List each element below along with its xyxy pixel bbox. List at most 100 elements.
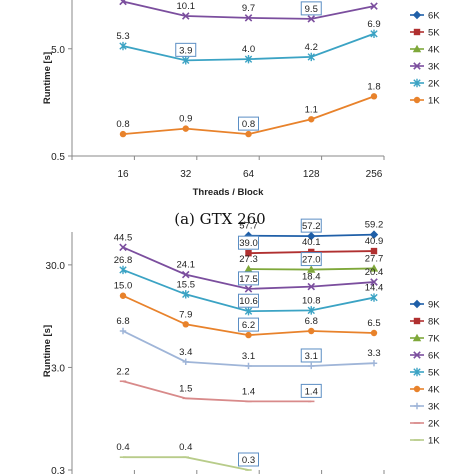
data-point [244, 54, 253, 64]
highlight-box [300, 252, 322, 267]
series-6k: 44.5 24.1 17.5 18.4 20.4 [114, 232, 384, 293]
highlight-box [300, 218, 322, 233]
data-label: 6.9 [367, 19, 380, 30]
data-point [308, 327, 315, 335]
data-label: 0.8 [116, 119, 129, 130]
data-point [370, 247, 378, 255]
highlight-box [238, 293, 259, 308]
highlight-box [175, 42, 197, 57]
highlight-box [238, 317, 259, 332]
highlight-box [238, 452, 259, 467]
data-label: 10.8 [302, 295, 321, 306]
data-label: 0.8 [242, 119, 255, 130]
legend-marker [413, 402, 421, 410]
data-point [369, 230, 379, 239]
data-point [307, 15, 316, 23]
data-label: 6.5 [367, 318, 380, 329]
legend-marker [413, 78, 421, 88]
data-label: 0.9 [179, 114, 192, 125]
data-label: 1.8 [367, 81, 380, 92]
x-tick-label: 64 [243, 169, 255, 180]
series-3k: 6.8 3.4 3.1 3.1 3.3 [116, 316, 381, 370]
data-label: 3.1 [305, 351, 318, 362]
data-label: 3.4 [179, 347, 192, 358]
highlight-box [300, 1, 322, 16]
legend: 6K 5K 4K 3K 2K 1K [410, 11, 440, 107]
data-label: 26.8 [114, 255, 133, 266]
data-label: 1.5 [179, 383, 192, 394]
data-label: 3.1 [242, 351, 255, 362]
data-point [244, 14, 253, 22]
data-point [370, 359, 378, 367]
series-3k: 13.810.19.79.5 [119, 0, 378, 23]
legend-label: 5K [428, 28, 440, 39]
data-point [181, 12, 190, 20]
legend-label: 6K [428, 11, 440, 22]
legend-label: 6K [428, 351, 440, 362]
legend-marker [412, 333, 422, 342]
legend: 9K 8K 7K 6K 5K 4K 3K 2K 1K [410, 300, 440, 447]
data-label: 0.4 [116, 442, 129, 453]
data-label: 7.9 [179, 309, 192, 320]
x-axis-title: Threads / Block [193, 187, 264, 198]
x-tick-label: 128 [303, 169, 320, 180]
data-label: 5.3 [116, 31, 129, 42]
data-label: 10.6 [239, 296, 258, 307]
y-tick-label: 3.0 [51, 363, 65, 374]
data-label: 39.0 [239, 238, 258, 249]
data-label: 9.7 [242, 3, 255, 14]
legend-label: 2K [428, 419, 440, 430]
data-label: 44.5 [114, 232, 133, 243]
legend-marker [413, 317, 421, 325]
data-point [244, 307, 253, 316]
legend-marker [412, 44, 422, 53]
legend-marker [413, 385, 421, 393]
y-tick-label: 5.0 [51, 45, 65, 56]
legend-marker [413, 367, 421, 377]
data-label: 1.1 [305, 104, 318, 115]
highlight-box [238, 271, 259, 286]
data-point [307, 231, 316, 241]
data-label: 6.2 [242, 320, 255, 331]
series-7k: 27.3 27.0 27.7 [239, 252, 383, 273]
legend-marker [413, 96, 421, 104]
highlight-box [300, 348, 322, 363]
series-1k: 0.4 0.4 0.3 [116, 442, 259, 471]
legend-label: 7K [428, 334, 440, 345]
series-line [122, 380, 312, 403]
legend-marker [413, 62, 421, 70]
highlight-box [238, 116, 259, 131]
chart-gtx260: 0.5 5.0 16 32 64 128 256 Runtime [s] Threads / B… [42, 0, 440, 198]
legend-marker [412, 10, 422, 20]
data-label: 27.3 [239, 254, 258, 265]
data-point [182, 290, 190, 299]
data-label: 15.5 [177, 279, 196, 290]
series-9k: 57.7 57.2 59.2 [239, 218, 384, 241]
series-line [123, 456, 249, 471]
series-1k: 0.8 0.9 0.8 1.1 1.8 [116, 81, 381, 138]
data-point [308, 116, 315, 123]
legend-label: 1K [428, 96, 440, 107]
data-point [307, 282, 316, 291]
series-2k: 5.3 3.9 4.0 4.2 6.9 [116, 19, 381, 65]
legend-marker [413, 351, 421, 359]
data-point [119, 41, 127, 51]
data-label: 40.9 [365, 236, 384, 247]
y-tick-label: 30.0 [46, 261, 66, 272]
data-label: 59.2 [365, 220, 384, 231]
legend-marker [413, 28, 421, 36]
y-tick-label: 0.5 [51, 152, 65, 163]
data-point [370, 2, 378, 10]
legend-label: 8K [428, 317, 440, 328]
data-point [369, 264, 379, 272]
data-label: 0.3 [242, 455, 255, 466]
data-point [119, 0, 127, 6]
data-label: 6.8 [305, 316, 318, 327]
data-point [182, 56, 190, 65]
data-point [119, 265, 127, 275]
data-label: 10.1 [177, 1, 196, 12]
data-point [245, 331, 252, 339]
data-label: 27.0 [302, 255, 321, 266]
y-axis-title: Runtime [s] [42, 325, 53, 377]
data-label: 20.4 [365, 267, 384, 278]
